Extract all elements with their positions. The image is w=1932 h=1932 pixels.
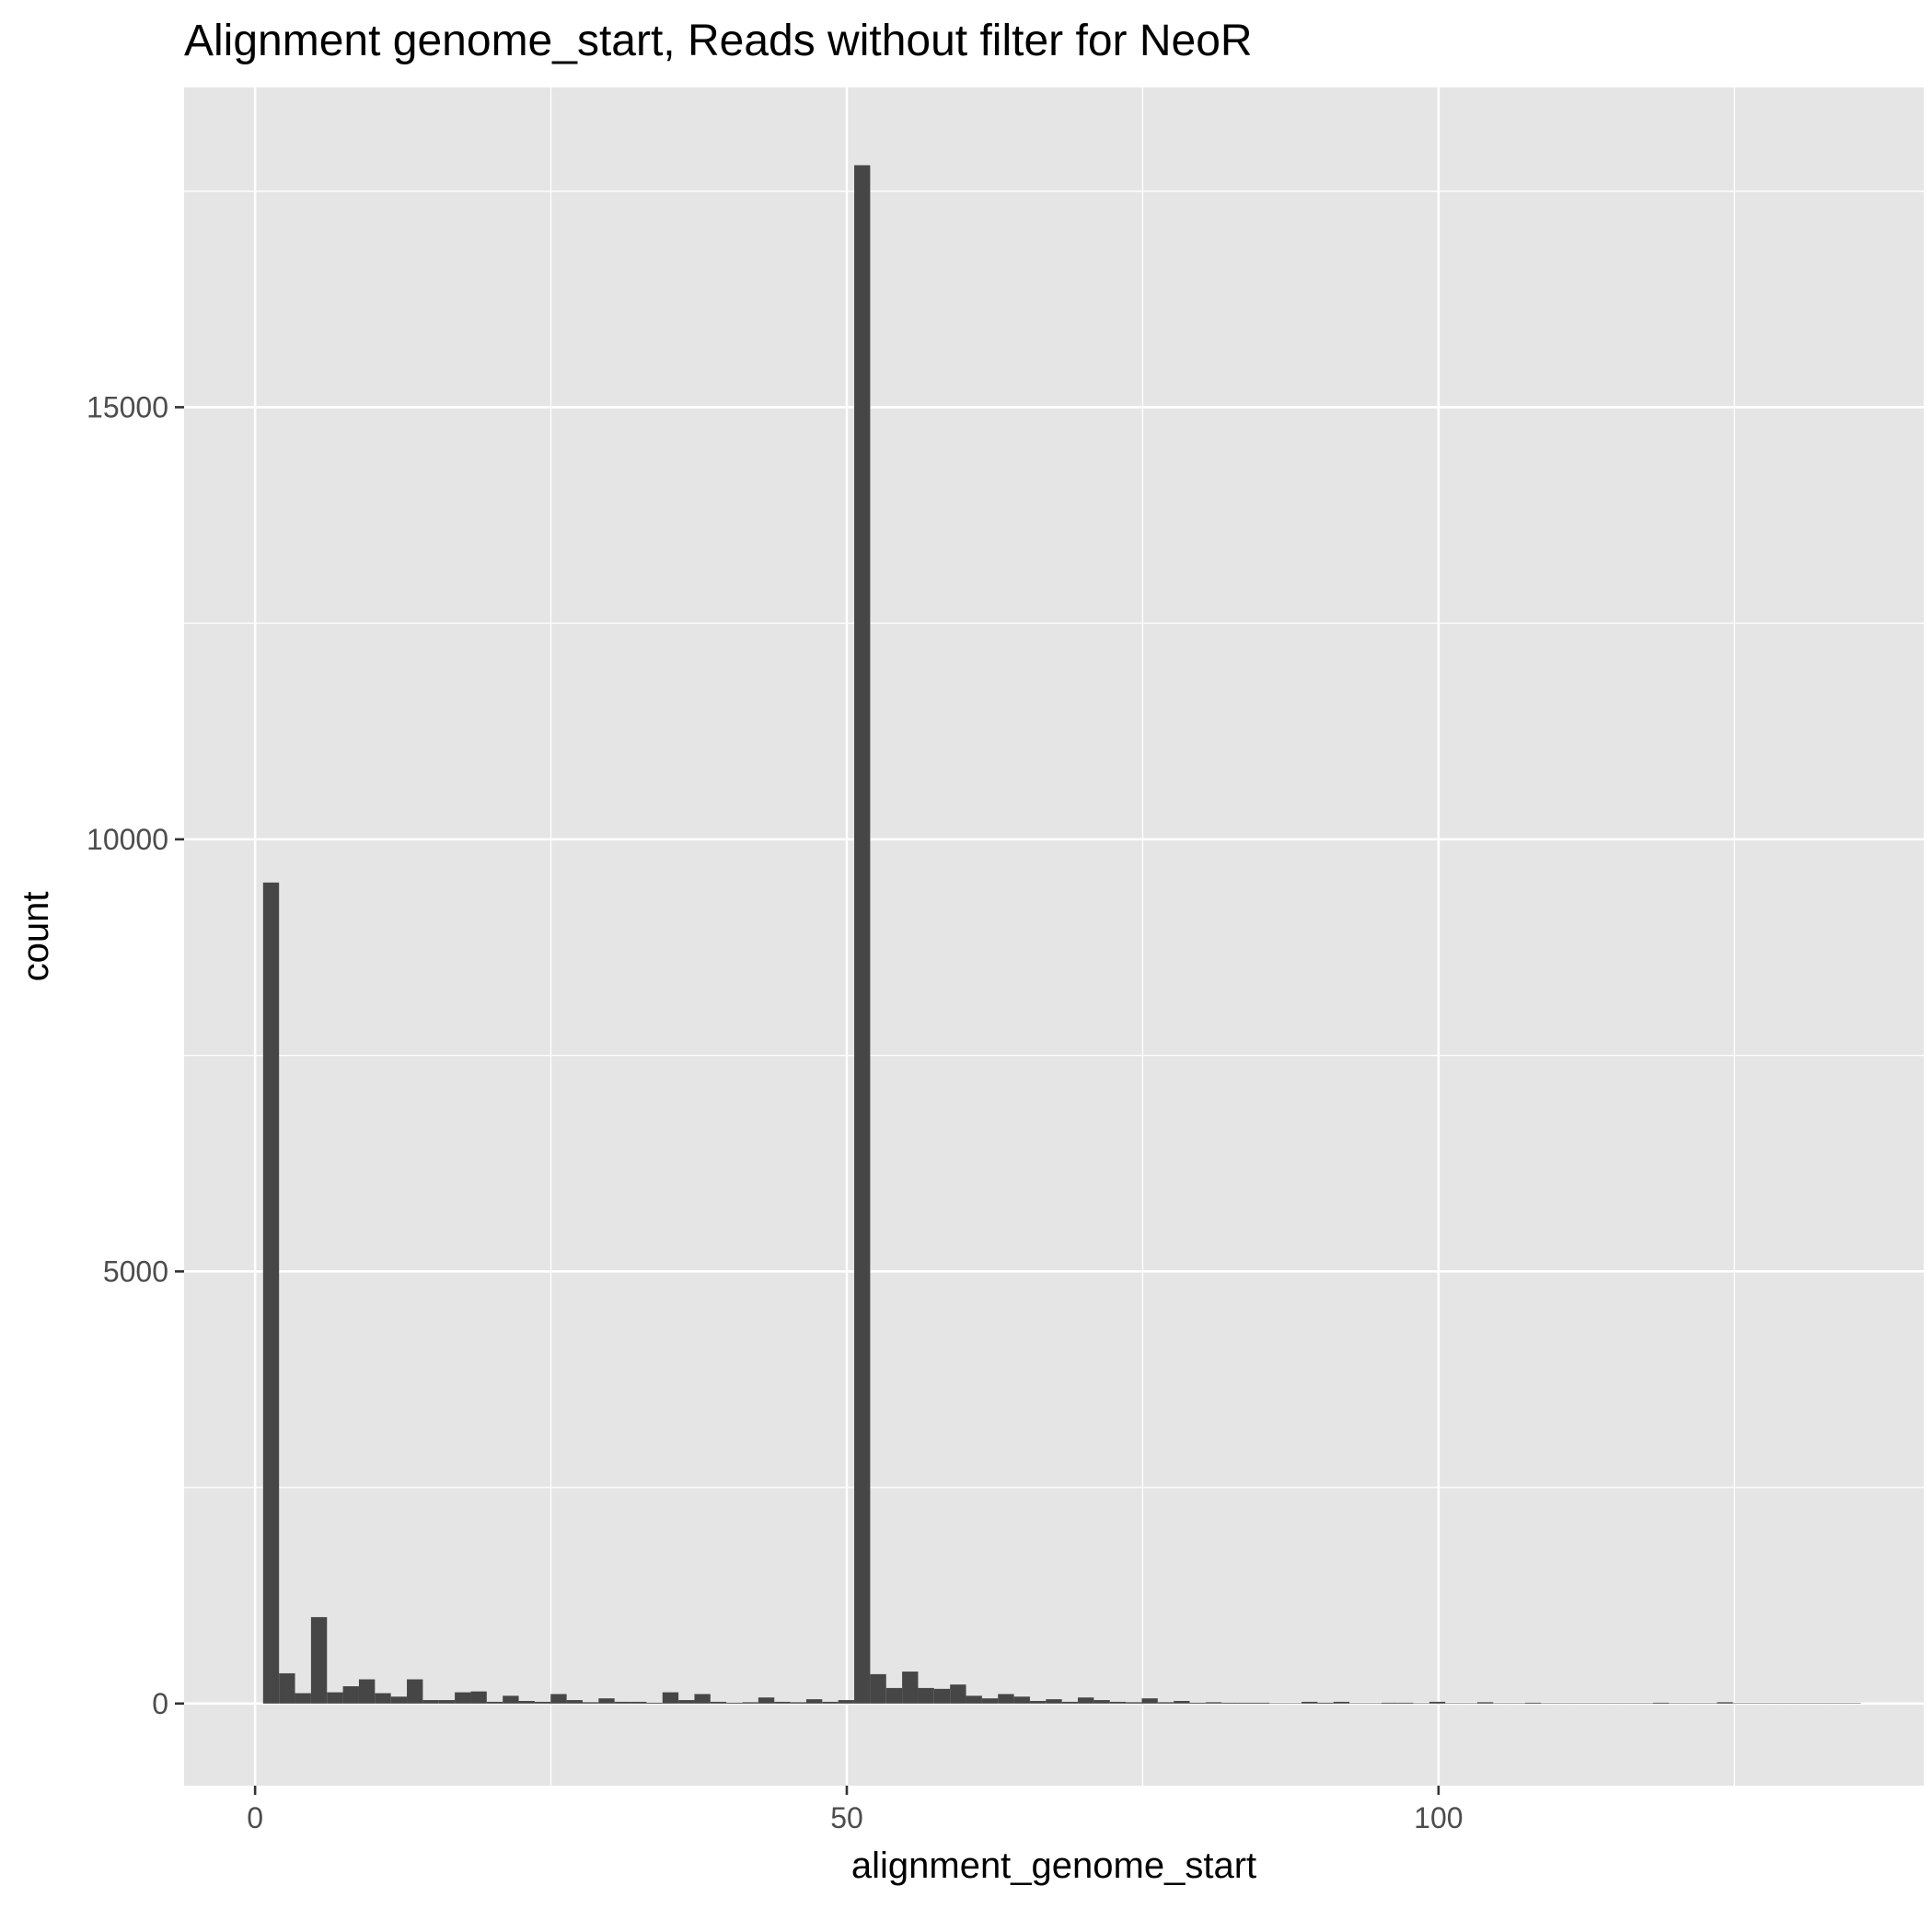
histogram-bar [358, 1679, 376, 1704]
histogram-bar [262, 882, 280, 1704]
histogram-bar [694, 1694, 711, 1704]
histogram-bar [918, 1687, 934, 1704]
histogram-bar [1046, 1699, 1062, 1704]
histogram-bar [1221, 1702, 1238, 1704]
histogram-bar [758, 1697, 775, 1704]
histogram-bar [486, 1701, 503, 1704]
histogram-bar [966, 1695, 982, 1704]
histogram-bar [598, 1698, 615, 1704]
histogram-bar [838, 1700, 855, 1704]
histogram-bar [279, 1672, 295, 1704]
y-tick-label: 0 [152, 1687, 168, 1720]
histogram-bar [1126, 1702, 1142, 1704]
histogram-bar [310, 1616, 328, 1704]
histogram-bar [470, 1691, 487, 1704]
histogram-bar [438, 1700, 456, 1704]
x-axis-title: alignment_genome_start [851, 1845, 1256, 1886]
y-axis-title: count [16, 892, 56, 982]
histogram-bar [327, 1692, 343, 1704]
histogram-bar [678, 1700, 695, 1704]
histogram-bar [390, 1696, 408, 1704]
histogram-bar [1205, 1702, 1222, 1704]
histogram-bar [885, 1687, 903, 1704]
y-tick-label: 10000 [87, 823, 168, 856]
histogram-bar [662, 1692, 679, 1704]
histogram-bar [582, 1702, 599, 1704]
histogram-bar [1237, 1702, 1254, 1704]
histogram-bar [854, 165, 871, 1704]
minor-gridlines [184, 87, 1924, 1786]
histogram-bar [1301, 1701, 1318, 1704]
histogram-bar [774, 1701, 791, 1704]
y-tick-label: 5000 [103, 1255, 168, 1288]
histogram-bar [1157, 1702, 1174, 1704]
histogram-bar [534, 1701, 551, 1704]
x-tick-label: 100 [1414, 1801, 1463, 1834]
histogram-bar [1397, 1702, 1414, 1704]
histogram-bar [1174, 1700, 1190, 1704]
histogram-bar [998, 1694, 1014, 1704]
histogram-bar [631, 1701, 647, 1704]
histogram-bar [1333, 1701, 1350, 1704]
histogram-bar [1317, 1702, 1334, 1704]
histogram-bar [614, 1701, 631, 1704]
histogram-bar [933, 1688, 951, 1704]
histogram-bars [262, 165, 1861, 1704]
histogram-bar [822, 1701, 839, 1704]
y-tick-label: 15000 [87, 390, 168, 423]
histogram-bar [1381, 1702, 1398, 1704]
histogram-bar [1525, 1702, 1542, 1704]
histogram-bar [1029, 1700, 1047, 1704]
histogram-bar [1141, 1698, 1158, 1704]
histogram-bar [1717, 1702, 1733, 1704]
histogram-bar [1078, 1697, 1094, 1704]
histogram-bar [1109, 1701, 1127, 1704]
histogram-bar [295, 1693, 311, 1704]
histogram-bar [503, 1695, 519, 1704]
histogram-bar [742, 1702, 758, 1704]
histogram-bar [710, 1701, 727, 1704]
histogram-bar [950, 1684, 966, 1704]
histogram-bar [870, 1673, 886, 1704]
histogram-bar [1061, 1701, 1079, 1704]
histogram-bar [1093, 1700, 1110, 1704]
x-axis: 0 50 100 [247, 1786, 1463, 1834]
histogram-bar [1253, 1702, 1270, 1704]
histogram-bar [407, 1679, 423, 1704]
x-tick-label: 50 [830, 1801, 863, 1834]
histogram-bar [1189, 1702, 1206, 1704]
histogram-bar [981, 1698, 999, 1704]
histogram-bar [342, 1686, 359, 1704]
y-axis: 0 5000 10000 15000 [87, 390, 184, 1720]
plot-panel [184, 87, 1924, 1786]
histogram-bar [726, 1702, 743, 1704]
histogram-bar [422, 1700, 439, 1704]
histogram-bar [1013, 1696, 1030, 1704]
histogram-bar [566, 1700, 583, 1704]
histogram-bar [1476, 1702, 1494, 1704]
histogram-bar [550, 1694, 567, 1704]
histogram-bar [518, 1700, 535, 1704]
x-tick-label: 0 [247, 1801, 263, 1834]
chart-title: Alignment genome_start, Reads without fi… [184, 17, 1253, 65]
histogram-bar [1429, 1701, 1446, 1704]
histogram-bar [790, 1702, 806, 1704]
histogram-bar [1652, 1702, 1670, 1704]
histogram-bar [805, 1699, 823, 1704]
histogram-bar [375, 1693, 391, 1704]
histogram-bar [902, 1672, 919, 1704]
histogram-bar [646, 1702, 663, 1704]
histogram-bar [455, 1692, 471, 1704]
